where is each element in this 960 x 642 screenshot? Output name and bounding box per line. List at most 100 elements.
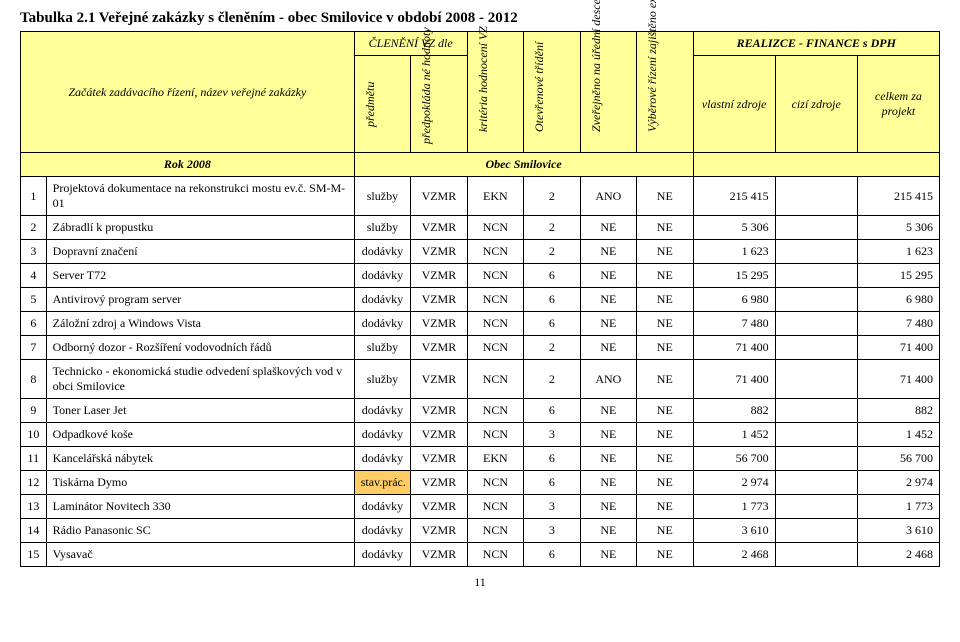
cell: 1 452	[857, 423, 939, 447]
cell: dodávky	[354, 423, 410, 447]
cell: 2	[524, 240, 580, 264]
page-title: Tabulka 2.1 Veřejné zakázky s členěním -…	[20, 10, 940, 27]
cell: Toner Laser Jet	[46, 399, 354, 423]
cell: 5 306	[857, 216, 939, 240]
cell: VZMR	[411, 447, 467, 471]
cell: NE	[637, 423, 693, 447]
cell: ANO	[580, 360, 636, 399]
cell: 15 295	[857, 264, 939, 288]
cell: NE	[637, 471, 693, 495]
hdr-kriteria: kritéria hodnocení VZ	[467, 32, 523, 153]
cell: VZMR	[411, 543, 467, 567]
cell: 882	[693, 399, 775, 423]
cell: 71 400	[857, 336, 939, 360]
cell: NCN	[467, 240, 523, 264]
cell: NE	[637, 240, 693, 264]
cell	[775, 336, 857, 360]
main-table: Začátek zadávacího řízení, název veřejné…	[20, 31, 940, 567]
hdr-celkem: celkem za projekt	[857, 56, 939, 153]
cell: 3	[524, 519, 580, 543]
cell	[775, 495, 857, 519]
table-body: 1Projektová dokumentace na rekonstrukci …	[21, 177, 940, 567]
cell: 3	[524, 495, 580, 519]
cell	[775, 288, 857, 312]
cell: Dopravní značení	[46, 240, 354, 264]
cell: NCN	[467, 360, 523, 399]
cell: NCN	[467, 264, 523, 288]
cell: 7	[21, 336, 47, 360]
table-row: 13Laminátor Novitech 330dodávkyVZMRNCN3N…	[21, 495, 940, 519]
cell: 71 400	[693, 336, 775, 360]
cell	[775, 312, 857, 336]
cell: 2	[524, 177, 580, 216]
cell: 71 400	[693, 360, 775, 399]
table-row: 12Tiskárna Dymostav.prác.VZMRNCN6NENE2 9…	[21, 471, 940, 495]
cell: dodávky	[354, 519, 410, 543]
cell: ANO	[580, 177, 636, 216]
cell: NCN	[467, 312, 523, 336]
cell: 1 623	[857, 240, 939, 264]
cell	[775, 423, 857, 447]
cell: 6	[524, 399, 580, 423]
cell: dodávky	[354, 543, 410, 567]
cell: dodávky	[354, 447, 410, 471]
table-row: 4Server T72dodávkyVZMRNCN6NENE15 29515 2…	[21, 264, 940, 288]
cell: 10	[21, 423, 47, 447]
cell: Vysavač	[46, 543, 354, 567]
cell: Server T72	[46, 264, 354, 288]
cell: 11	[21, 447, 47, 471]
table-row: 2Zábradlí k propustkuslužbyVZMRNCN2NENE5…	[21, 216, 940, 240]
table-row: 8Technicko - ekonomická studie odvedení …	[21, 360, 940, 399]
cell: Odpadkové koše	[46, 423, 354, 447]
cell: NE	[580, 312, 636, 336]
cell: služby	[354, 216, 410, 240]
cell: VZMR	[411, 423, 467, 447]
table-row: 3Dopravní značenídodávkyVZMRNCN2NENE1 62…	[21, 240, 940, 264]
cell: NE	[637, 447, 693, 471]
hdr-predmetu: předmětu	[354, 56, 410, 153]
cell: Laminátor Novitech 330	[46, 495, 354, 519]
hdr-main: Začátek zadávacího řízení, název veřejné…	[21, 32, 355, 153]
cell: 1 773	[857, 495, 939, 519]
cell	[775, 399, 857, 423]
hdr-rok: Rok 2008	[21, 153, 355, 177]
cell: dodávky	[354, 264, 410, 288]
hdr-cleneni: ČLENĚNÍ VZ dle	[354, 32, 467, 56]
cell: VZMR	[411, 495, 467, 519]
cell	[775, 519, 857, 543]
cell: EKN	[467, 447, 523, 471]
cell: 7 480	[693, 312, 775, 336]
cell: NE	[580, 495, 636, 519]
cell: NCN	[467, 423, 523, 447]
cell: Kancelářská nábytek	[46, 447, 354, 471]
cell: NCN	[467, 399, 523, 423]
cell: NE	[637, 399, 693, 423]
cell: NE	[580, 336, 636, 360]
cell: 6 980	[857, 288, 939, 312]
cell: 2	[524, 336, 580, 360]
cell	[775, 264, 857, 288]
cell: NE	[580, 240, 636, 264]
cell: 6	[21, 312, 47, 336]
hdr-zverejneno: Zveřejněno na úřední desce nebo profilu …	[580, 32, 636, 153]
hdr-realizace: REALIZCE - FINANCE s DPH	[693, 32, 939, 56]
table-row: 9Toner Laser JetdodávkyVZMRNCN6NENE88288…	[21, 399, 940, 423]
cell: VZMR	[411, 519, 467, 543]
cell: 2 468	[693, 543, 775, 567]
table-row: 5Antivirový program serverdodávkyVZMRNCN…	[21, 288, 940, 312]
cell: NE	[580, 471, 636, 495]
cell: VZMR	[411, 177, 467, 216]
cell: služby	[354, 336, 410, 360]
cell: 2	[524, 216, 580, 240]
cell: 5 306	[693, 216, 775, 240]
cell: Záložní zdroj a Windows Vista	[46, 312, 354, 336]
cell: 6	[524, 447, 580, 471]
cell: 1 623	[693, 240, 775, 264]
cell: 1	[21, 177, 47, 216]
cell: 5	[21, 288, 47, 312]
cell	[775, 471, 857, 495]
hdr-vlastni: vlastní zdroje	[693, 56, 775, 153]
cell: 6	[524, 312, 580, 336]
hdr-obec: Obec Smilovice	[354, 153, 693, 177]
cell: služby	[354, 360, 410, 399]
